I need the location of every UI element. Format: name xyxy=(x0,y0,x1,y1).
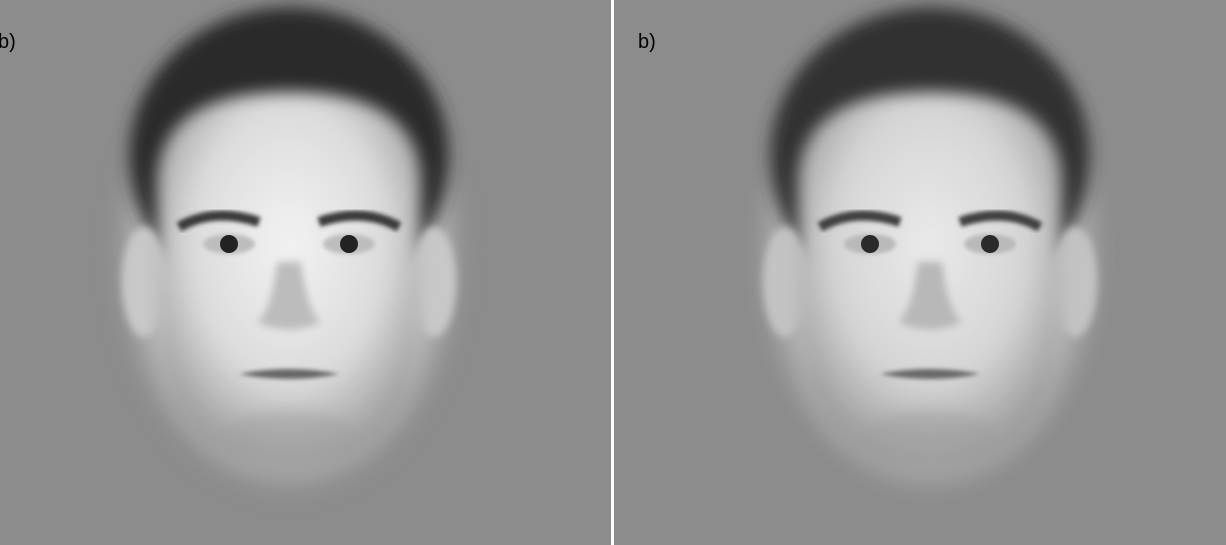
face-image xyxy=(752,7,1108,497)
panel-label: b) xyxy=(638,31,656,53)
face-image xyxy=(111,7,467,497)
panel-label: b) xyxy=(0,31,16,53)
